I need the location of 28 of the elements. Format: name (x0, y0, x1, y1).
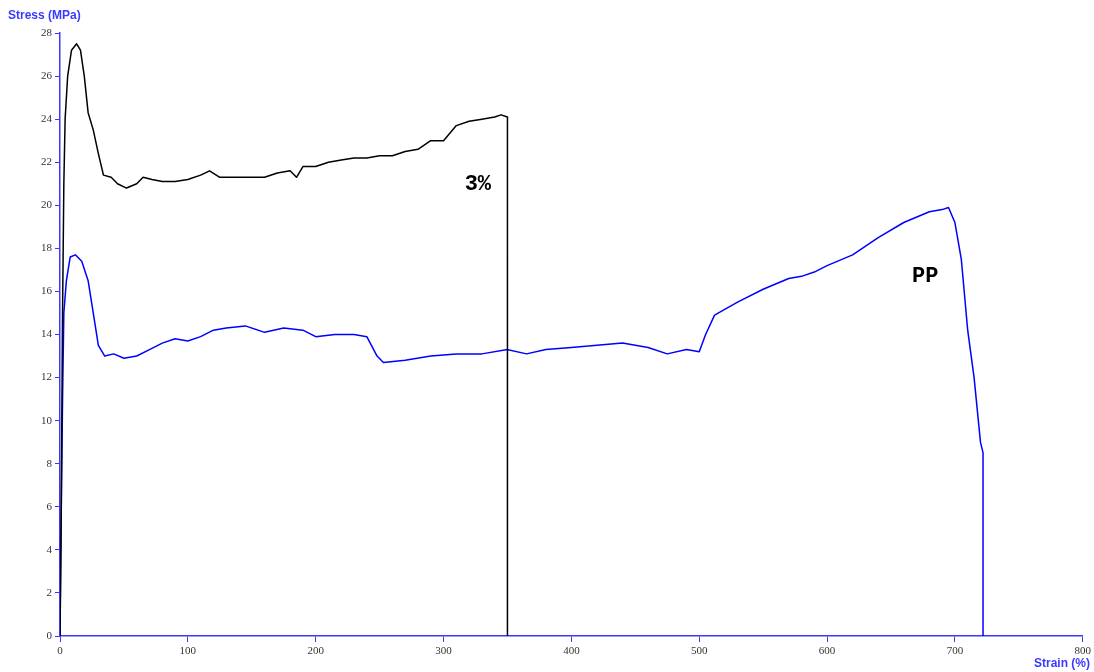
y-tick-label: 18 (41, 241, 53, 254)
y-tick-label: 20 (41, 198, 53, 211)
y-tick-label: 26 (41, 68, 53, 81)
y-tick-label: 16 (41, 284, 53, 297)
series-label: PP (912, 264, 939, 290)
x-tick-label: 100 (179, 644, 197, 657)
x-tick-label: 800 (1074, 644, 1092, 657)
y-tick-label: 24 (41, 112, 53, 125)
y-tick-label: 22 (41, 155, 52, 168)
x-tick-label: 300 (435, 644, 453, 657)
x-tick-label: 600 (818, 644, 836, 657)
y-tick-label: 2 (46, 585, 52, 598)
x-tick-label: 200 (307, 644, 325, 657)
y-tick-label: 6 (46, 499, 53, 512)
series-label: 3% (464, 171, 492, 197)
y-tick-label: 0 (46, 628, 53, 641)
x-tick-label: 500 (690, 644, 708, 657)
y-tick-label: 12 (41, 370, 52, 383)
y-tick-label: 4 (46, 542, 53, 555)
x-tick-label: 700 (946, 644, 964, 657)
y-tick-label: 10 (41, 413, 53, 426)
x-axis-title: Strain (%) (1033, 656, 1090, 671)
x-tick-label: 400 (563, 644, 581, 657)
y-tick-label: 8 (46, 456, 53, 469)
y-tick-label: 28 (41, 25, 53, 38)
x-tick-label: 0 (57, 644, 64, 657)
y-tick-label: 14 (41, 327, 53, 340)
y-axis-title: Stress (MPa) (8, 8, 81, 23)
